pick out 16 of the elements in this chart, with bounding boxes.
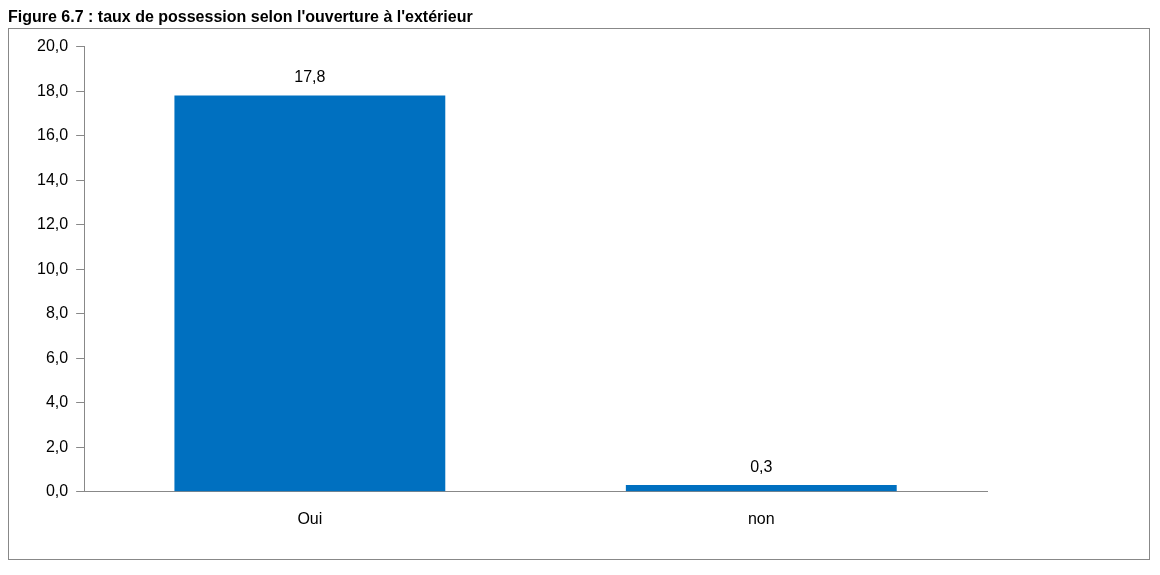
chart-title: Figure 6.7 : taux de possession selon l'ouverture à l'extérieur xyxy=(8,8,474,26)
y-tick-label: 16,0 xyxy=(37,126,69,144)
x-tick-label: Oui xyxy=(297,509,323,527)
y-tick-label: 2,0 xyxy=(45,437,69,455)
y-tick-label: 20,0 xyxy=(37,37,69,55)
y-tick-label: 10,0 xyxy=(37,259,69,277)
y-tick-label: 12,0 xyxy=(37,215,69,233)
y-tick-label: 4,0 xyxy=(45,393,69,411)
y-tick-label: 14,0 xyxy=(37,170,69,188)
y-tick-label: 0,0 xyxy=(45,482,69,500)
data-label: 17,8 xyxy=(294,67,326,85)
y-tick-label: 18,0 xyxy=(37,81,69,99)
x-tick-label: non xyxy=(747,509,775,527)
data-label: 0,3 xyxy=(750,457,773,475)
y-tick-label: 6,0 xyxy=(45,348,69,366)
y-tick-label: 8,0 xyxy=(45,304,69,322)
